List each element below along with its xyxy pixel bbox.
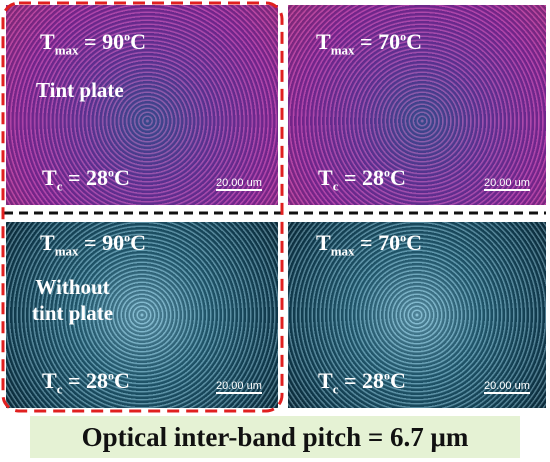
symbol: T (316, 29, 331, 54)
tmax-label: Tmax = 70oC (316, 230, 422, 259)
degree: o (400, 29, 407, 44)
degree: o (384, 368, 391, 383)
scale-bar: 20.00 um (484, 177, 530, 191)
micrograph: Tmax = 70oC Tc = 28oC 20.00 um (288, 222, 546, 408)
value: = 70 (354, 230, 401, 255)
subscript: max (330, 42, 355, 58)
degree: o (108, 368, 115, 383)
symbol: T (42, 368, 57, 393)
scale-bar: 20.00 um (484, 380, 530, 394)
symbol: T (316, 230, 331, 255)
mode-label: Tint plate (36, 77, 124, 103)
subscript: max (54, 42, 79, 58)
symbol: T (42, 165, 57, 190)
caption: Optical inter-band pitch = 6.7 μm (30, 416, 520, 458)
unit: C (390, 165, 406, 190)
symbol: T (318, 165, 333, 190)
unit: C (130, 230, 146, 255)
micrograph: Tmax = 70oC Tc = 28oC 20.00 um (288, 5, 546, 205)
degree: o (108, 165, 115, 180)
mode-line: Tint plate (36, 78, 124, 102)
unit: C (406, 29, 422, 54)
tc-label: Tc = 28oC (318, 368, 406, 397)
subscript: max (54, 243, 79, 259)
scale-bar: 20.00 um (216, 380, 262, 394)
micrograph: Tmax = 90oC Tc = 28oC Tint plate 20.00 um (6, 5, 278, 205)
symbol: T (40, 29, 55, 54)
value: = 28 (62, 368, 109, 393)
subscript: c (332, 178, 339, 194)
value: = 90 (78, 230, 125, 255)
tmax-label: Tmax = 70oC (316, 29, 422, 58)
value: = 28 (62, 165, 109, 190)
degree: o (124, 29, 131, 44)
unit: C (390, 368, 406, 393)
value: = 28 (338, 368, 385, 393)
scale-bar: 20.00 um (216, 177, 262, 191)
tc-label: Tc = 28oC (318, 165, 406, 194)
tc-label: Tc = 28oC (42, 165, 130, 194)
highlight-box (1, 1, 284, 413)
value: = 70 (354, 29, 401, 54)
degree: o (124, 230, 131, 245)
micrograph: Tmax = 90oC Tc = 28oC Without tint plate 20.… (6, 222, 278, 408)
unit: C (114, 368, 130, 393)
unit: C (130, 29, 146, 54)
symbol: T (40, 230, 55, 255)
mode-line: tint plate (32, 301, 114, 325)
unit: C (114, 165, 130, 190)
value: = 90 (78, 29, 125, 54)
unit: C (406, 230, 422, 255)
subscript: max (330, 243, 355, 259)
subscript: c (332, 381, 339, 397)
value: = 28 (338, 165, 385, 190)
mode-line: Without (35, 275, 110, 299)
tc-label: Tc = 28oC (42, 368, 130, 397)
tmax-label: Tmax = 90oC (40, 29, 146, 58)
subscript: c (56, 178, 63, 194)
degree: o (384, 165, 391, 180)
symbol: T (318, 368, 333, 393)
degree: o (400, 230, 407, 245)
subscript: c (56, 381, 63, 397)
tmax-label: Tmax = 90oC (40, 230, 146, 259)
mode-label: Without tint plate (32, 274, 113, 326)
